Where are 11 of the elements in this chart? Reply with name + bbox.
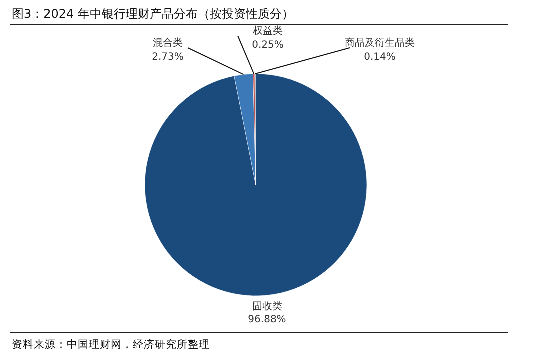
chart-title: 图3：2024 年中银行理财产品分布（按投资性质分） [12, 7, 294, 21]
data-label: 96.88% [248, 314, 286, 326]
data-label: 0.14% [364, 52, 396, 63]
slice-label: 固收类 [252, 300, 282, 312]
slice-label: 权益类 [252, 25, 283, 37]
text: 资料来源：中国理财网，经济研究所整理 [12, 338, 210, 351]
data-label: 0.25% [252, 40, 284, 51]
data-label: 2.73% [152, 52, 184, 63]
slice-label: 混合类 [153, 37, 183, 49]
slice-label: 商品及衍生品类 [345, 37, 415, 49]
pie-slice [144, 74, 368, 296]
